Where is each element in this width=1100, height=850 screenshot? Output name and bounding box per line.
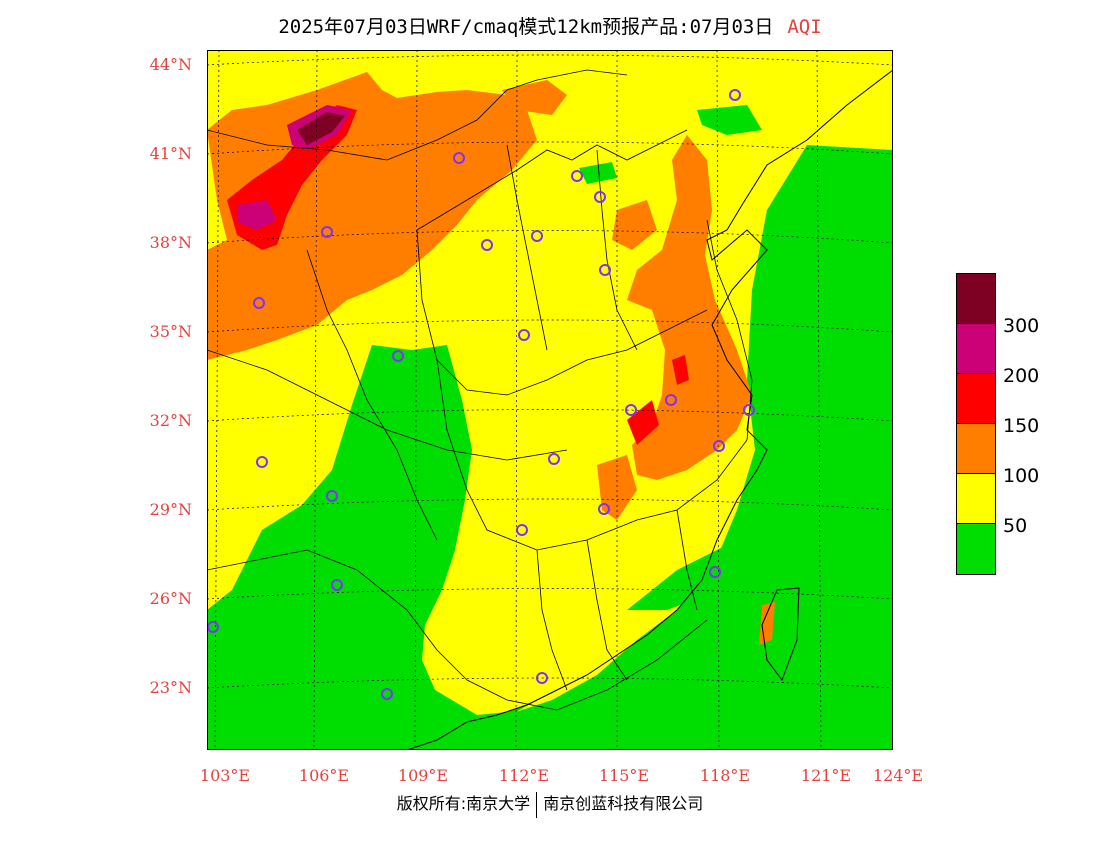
legend-label-50: 50 <box>1003 515 1028 537</box>
lat-label-35: 35°N <box>149 322 192 341</box>
legend-label-200: 200 <box>1003 365 1040 387</box>
aqi-forecast-map <box>207 50 893 750</box>
lon-label-112: 112°E <box>498 766 550 785</box>
lon-label-115: 115°E <box>598 766 650 785</box>
legend-label-150: 150 <box>1003 415 1040 437</box>
company-text: 南京创蓝科技有限公司 <box>543 794 704 813</box>
aqi-area-unhealthy-shandong <box>672 355 689 385</box>
lat-label-23: 23°N <box>149 678 192 697</box>
map-frame <box>207 50 893 750</box>
aqi-area-good-southwest <box>207 345 537 750</box>
coastline <box>406 69 893 750</box>
lat-label-32: 32°N <box>149 411 192 430</box>
lat-label-41: 41°N <box>149 144 192 163</box>
legend-label-300: 300 <box>1003 315 1040 337</box>
title-text: 2025年07月03日WRF/cmaq模式12km预报产品:07月03日 <box>278 16 774 38</box>
lon-label-118: 118°E <box>699 766 751 785</box>
map-title: 2025年07月03日WRF/cmaq模式12km预报产品:07月03日 AQI <box>0 12 1100 39</box>
lat-label-26: 26°N <box>149 589 192 608</box>
aqi-area-sensitive-inner-mongolia <box>502 80 567 115</box>
legend-swatch-moderate <box>956 473 996 525</box>
copyright-text: 版权所有:南京大学 <box>396 794 531 813</box>
aqi-area-good-north <box>697 105 762 135</box>
lat-label-29: 29°N <box>149 500 192 519</box>
aqi-area-sensitive-north-china-plain <box>627 135 752 480</box>
legend-swatch-good <box>956 523 996 575</box>
variable-label: AQI <box>787 16 822 38</box>
aqi-area-good-beijing <box>579 162 617 184</box>
footer-separator <box>536 791 538 818</box>
legend-swatch-very-unhealthy <box>956 323 996 375</box>
aqi-area-sensitive-northwest <box>207 72 537 360</box>
aqi-area-hazardous <box>297 112 345 145</box>
aqi-legend <box>956 273 996 575</box>
graticule <box>207 50 893 750</box>
lon-label-121: 121°E <box>800 766 852 785</box>
aqi-area-good-east-sea <box>437 145 893 750</box>
legend-swatch-hazardous <box>956 273 996 325</box>
aqi-area-sensitive-hebei-north <box>612 200 657 250</box>
province-boundaries <box>207 69 753 711</box>
footer-credits: 版权所有:南京大学 南京创蓝科技有限公司 <box>0 790 1100 818</box>
taiwan-outline <box>761 587 800 682</box>
legend-swatch-unhealthy <box>956 373 996 425</box>
legend-swatch-sensitive <box>956 423 996 475</box>
lat-label-38: 38°N <box>149 233 192 252</box>
lon-label-124: 124°E <box>872 766 924 785</box>
lat-label-44: 44°N <box>149 55 192 74</box>
aqi-area-good-south-strip <box>627 545 742 610</box>
aqi-area-sensitive-jiangxi <box>597 455 637 520</box>
lon-label-109: 109°E <box>397 766 449 785</box>
station-markers <box>207 89 755 700</box>
lon-label-103: 103°E <box>199 766 251 785</box>
legend-label-100: 100 <box>1003 465 1040 487</box>
lon-label-106: 106°E <box>298 766 350 785</box>
aqi-area-unhealthy-anhui <box>627 400 659 445</box>
